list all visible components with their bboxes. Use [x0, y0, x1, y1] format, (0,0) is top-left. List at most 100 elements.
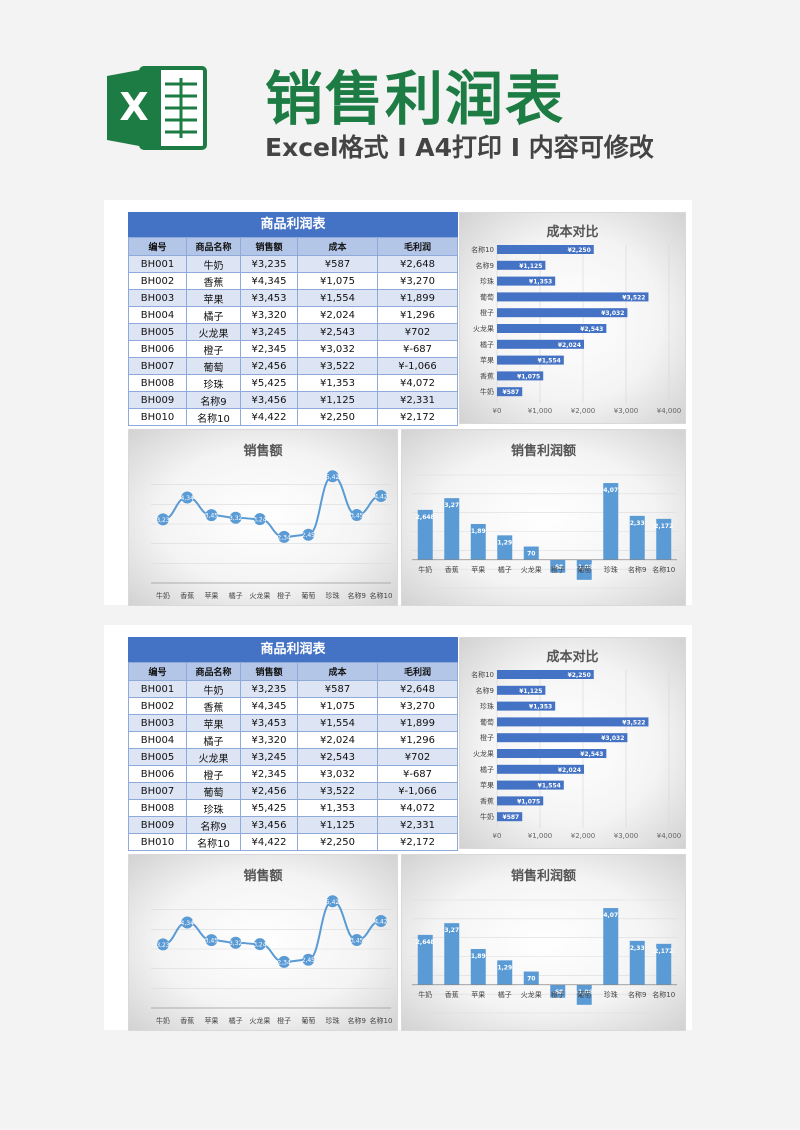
table-cell: 牛奶	[186, 255, 241, 273]
column-header: 商品名称	[186, 662, 241, 681]
data-point	[157, 938, 169, 951]
category-label: 葡萄	[480, 717, 494, 726]
x-tick-label: 名称9	[348, 591, 366, 600]
table-cell: 橘子	[186, 306, 241, 324]
bar	[497, 670, 594, 679]
svg-text:X: X	[119, 85, 148, 129]
table-cell: BH005	[128, 748, 187, 766]
table-cell: ¥702	[377, 748, 458, 766]
data-label: 3,24	[253, 942, 267, 949]
data-point	[350, 509, 363, 522]
table-cell: ¥3,453	[240, 289, 298, 307]
x-tick-label: 名称9	[348, 1016, 366, 1025]
table-cell: ¥2,331	[377, 816, 458, 834]
x-tick-label: 火龙果	[521, 990, 542, 999]
data-label: ¥2,250	[568, 247, 591, 254]
table-cell: ¥2,250	[297, 833, 378, 851]
x-tick-label: 珍珠	[604, 565, 618, 574]
table-cell: ¥2,024	[297, 731, 378, 749]
data-label: 4,07	[603, 912, 618, 919]
data-label: 2,33	[630, 520, 645, 527]
category-label: 牛奶	[480, 387, 494, 396]
bar	[497, 371, 544, 381]
table-cell: 火龙果	[186, 323, 241, 341]
bar	[497, 749, 607, 758]
x-tick-label: 橙子	[551, 565, 565, 574]
bar	[656, 943, 672, 985]
x-tick-label: 火龙果	[249, 591, 270, 600]
data-point	[205, 509, 218, 522]
table-cell: BH009	[128, 391, 187, 409]
series-line	[162, 475, 382, 538]
profit-table: 商品利润表 编号 商品名称 销售额 成本 毛利润 BH001 牛奶 ¥3,235 ¥587 ¥2…	[128, 637, 458, 851]
table-row: BH007 葡萄 ¥2,456 ¥3,522 ¥-1,066	[128, 782, 458, 800]
x-tick-label: 葡萄	[301, 591, 315, 600]
x-tick-label: 橘子	[229, 1016, 243, 1025]
table-cell: ¥5,425	[240, 374, 298, 392]
data-point	[278, 955, 291, 968]
data-label: 3,27	[444, 927, 459, 934]
data-point	[326, 470, 339, 483]
data-label: ¥3,032	[601, 735, 624, 742]
bar	[550, 559, 566, 573]
table-row: BH005 火龙果 ¥3,245 ¥2,543 ¥702	[128, 748, 458, 766]
table-cell: 苹果	[186, 289, 241, 307]
category-label: 橘子	[480, 340, 494, 349]
column-header: 成本	[297, 662, 378, 681]
column-header: 商品名称	[186, 237, 241, 256]
table-cell: ¥1,554	[297, 289, 378, 307]
table-cell: BH007	[128, 357, 187, 375]
data-label: 2,33	[630, 945, 645, 952]
data-point	[302, 953, 315, 966]
column-header: 毛利润	[377, 662, 458, 681]
bar	[603, 908, 619, 985]
data-label: 2,172	[654, 948, 673, 955]
x-tick-label: 珍珠	[604, 990, 618, 999]
table-cell: ¥4,422	[240, 408, 298, 426]
table-row: BH006 橙子 ¥2,345 ¥3,032 ¥-687	[128, 765, 458, 783]
data-label: ¥2,024	[558, 767, 581, 774]
table-cell: ¥702	[377, 323, 458, 341]
table-row: BH009 名称9 ¥3,456 ¥1,125 ¥2,331	[128, 391, 458, 409]
table-cell: 橙子	[186, 765, 241, 783]
table-cell: 名称10	[186, 408, 241, 426]
table-cell: ¥2,456	[240, 782, 298, 800]
table-cell: BH005	[128, 323, 187, 341]
sales-line-chart: 3,23 牛奶 4,34 香蕉 3,45 苹果 3,32 橘子 3,24 火龙果 2,34 橙子 2,4…	[128, 854, 398, 1031]
table-cell: ¥3,270	[377, 697, 458, 715]
table-cell: ¥3,522	[297, 782, 378, 800]
data-point	[350, 934, 363, 947]
table-cell: ¥1,075	[297, 272, 378, 290]
data-label: 1,89	[471, 528, 486, 535]
x-tick-label: 苹果	[204, 1016, 218, 1025]
data-point	[326, 895, 339, 908]
column-header: 毛利润	[377, 237, 458, 256]
table-cell: ¥3,245	[240, 748, 298, 766]
x-tick-label: 火龙果	[249, 1016, 270, 1025]
bar	[497, 260, 546, 270]
table-row: BH001 牛奶 ¥3,235 ¥587 ¥2,648	[128, 255, 458, 273]
data-label: 1,29	[497, 539, 512, 546]
data-label: ¥1,125	[519, 688, 542, 695]
data-label: 2,172	[654, 523, 673, 530]
x-tick-label: 名称10	[652, 565, 675, 574]
table-cell: ¥2,172	[377, 833, 458, 851]
bar	[497, 701, 556, 711]
bar	[523, 546, 539, 560]
data-label: 3,24	[253, 517, 267, 524]
data-label: ¥587	[503, 814, 520, 821]
bar	[497, 685, 546, 695]
column-header: 销售额	[240, 237, 298, 256]
data-label: 70	[527, 976, 535, 983]
table-cell: ¥1,075	[297, 697, 378, 715]
table-cell: 牛奶	[186, 680, 241, 698]
category-label: 名称10	[471, 670, 494, 679]
table-cell: ¥3,270	[377, 272, 458, 290]
bar	[497, 355, 564, 365]
data-point	[205, 934, 218, 947]
table-cell: ¥3,245	[240, 323, 298, 341]
x-tick-label: 名称9	[628, 990, 646, 999]
table-row: BH004 橘子 ¥3,320 ¥2,024 ¥1,296	[128, 306, 458, 324]
data-label: 4,34	[181, 495, 195, 502]
data-label: 70	[527, 551, 535, 558]
